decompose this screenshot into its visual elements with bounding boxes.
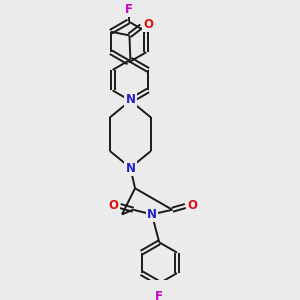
Text: N: N	[147, 208, 157, 221]
Text: F: F	[155, 290, 163, 300]
Text: O: O	[143, 18, 153, 31]
Text: O: O	[109, 199, 118, 212]
Text: O: O	[187, 199, 197, 212]
Text: N: N	[125, 93, 135, 106]
Text: N: N	[125, 162, 135, 175]
Text: F: F	[124, 3, 133, 16]
